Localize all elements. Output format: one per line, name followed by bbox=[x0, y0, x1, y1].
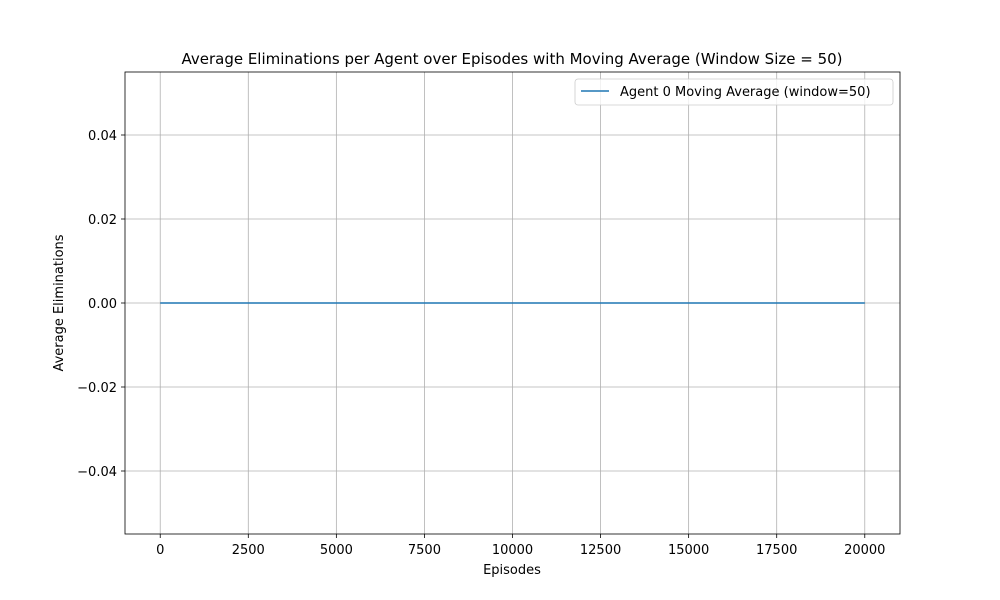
x-tick-label: 7500 bbox=[408, 543, 441, 558]
chart-title: Average Eliminations per Agent over Epis… bbox=[181, 50, 842, 68]
x-tick-label: 15000 bbox=[668, 543, 709, 558]
x-tick-label: 2500 bbox=[232, 543, 265, 558]
x-tick-label: 20000 bbox=[844, 543, 885, 558]
x-tick-label: 0 bbox=[156, 543, 164, 558]
y-tick-label: −0.02 bbox=[77, 381, 117, 396]
x-tick-label: 12500 bbox=[580, 543, 621, 558]
plot-frame bbox=[124, 71, 901, 535]
y-tick-label: 0.04 bbox=[88, 129, 117, 144]
y-tick-label: 0.00 bbox=[88, 297, 117, 312]
x-tick-label: 17500 bbox=[756, 543, 797, 558]
legend-box bbox=[574, 78, 894, 106]
y-tick-label: −0.04 bbox=[77, 465, 117, 480]
legend: Agent 0 Moving Average (window=50) bbox=[574, 78, 894, 106]
y-axis-label: Average Eliminations bbox=[52, 234, 67, 371]
axis-ticks: 0 2500 5000 7500 10000 12500 15000 17500 20000 −0… bbox=[77, 129, 885, 558]
y-tick-label: 0.02 bbox=[88, 213, 117, 228]
x-tick-label: 10000 bbox=[492, 543, 533, 558]
legend-entry-label: Agent 0 Moving Average (window=50) bbox=[620, 85, 871, 100]
x-axis-label: Episodes bbox=[483, 563, 541, 578]
x-tick-label: 5000 bbox=[320, 543, 353, 558]
